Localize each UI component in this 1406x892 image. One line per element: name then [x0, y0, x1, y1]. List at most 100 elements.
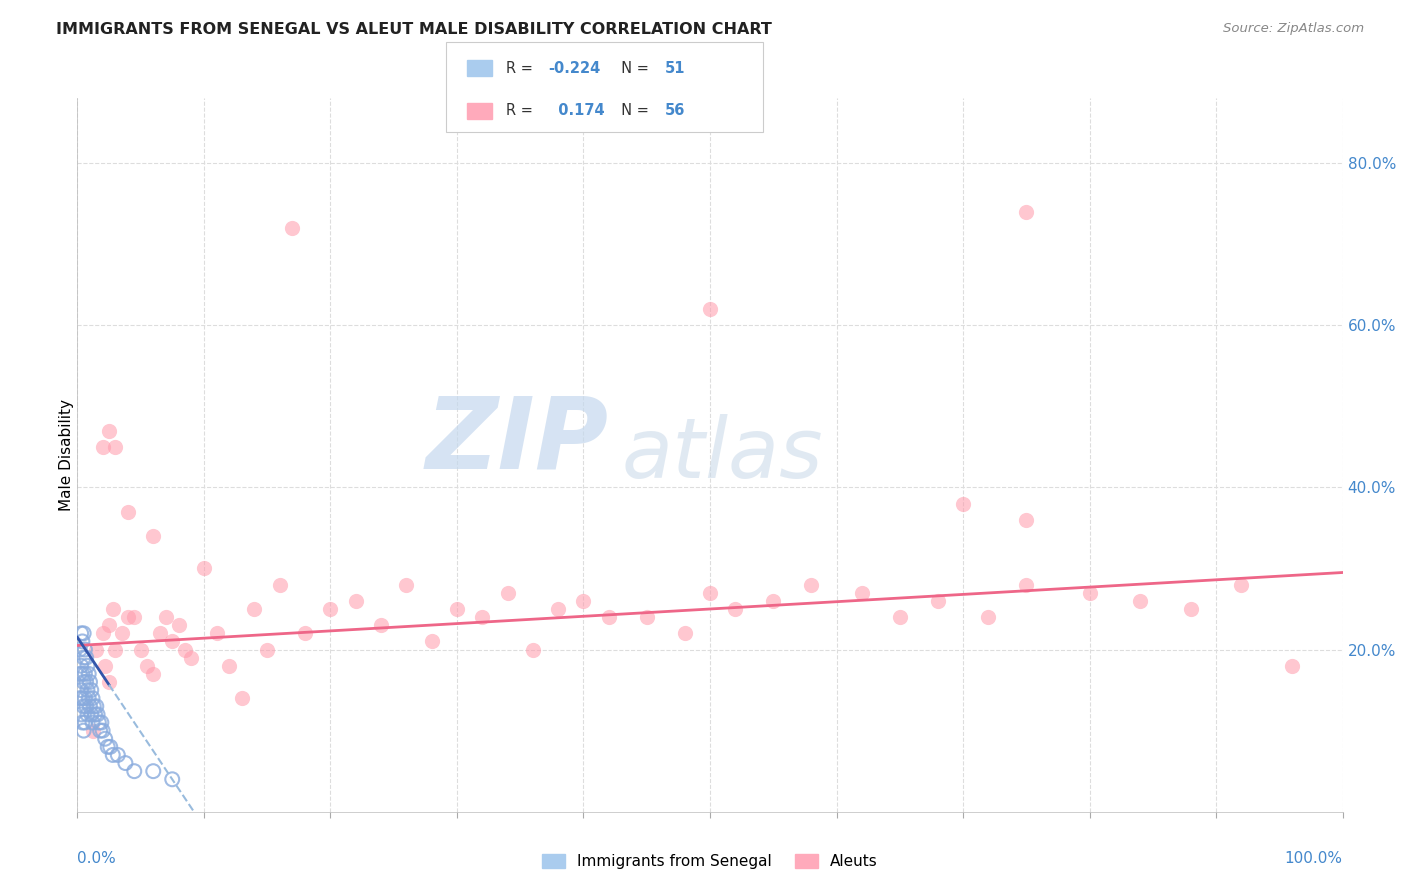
- Point: [76, 658, 98, 673]
- Point: [243, 602, 266, 616]
- Point: [142, 666, 165, 681]
- Point: [73, 666, 96, 681]
- Point: [70, 683, 93, 698]
- Point: [70, 626, 93, 640]
- Point: [117, 610, 139, 624]
- Point: [319, 602, 342, 616]
- Text: atlas: atlas: [621, 415, 823, 495]
- Point: [73, 650, 96, 665]
- Point: [1281, 658, 1303, 673]
- Point: [142, 764, 165, 779]
- Point: [111, 626, 132, 640]
- Point: [107, 747, 129, 762]
- Point: [471, 610, 494, 624]
- Point: [79, 675, 101, 690]
- Point: [80, 683, 103, 698]
- Point: [76, 707, 98, 722]
- Point: [162, 634, 183, 648]
- Text: N =: N =: [612, 103, 654, 119]
- Point: [91, 440, 114, 454]
- Point: [94, 731, 117, 746]
- Point: [193, 561, 215, 575]
- Point: [97, 739, 120, 754]
- Text: Source: ZipAtlas.com: Source: ZipAtlas.com: [1223, 22, 1364, 36]
- Point: [69, 642, 91, 657]
- Point: [91, 723, 114, 738]
- Point: [79, 699, 101, 714]
- Text: ZIP: ZIP: [426, 392, 609, 489]
- Point: [522, 642, 544, 657]
- Point: [83, 699, 105, 714]
- Point: [73, 642, 96, 657]
- Point: [91, 626, 114, 640]
- Point: [800, 577, 823, 591]
- Point: [86, 642, 108, 657]
- Point: [598, 610, 620, 624]
- Point: [370, 618, 392, 632]
- Point: [73, 626, 96, 640]
- Text: IMMIGRANTS FROM SENEGAL VS ALEUT MALE DISABILITY CORRELATION CHART: IMMIGRANTS FROM SENEGAL VS ALEUT MALE DI…: [56, 22, 772, 37]
- Point: [98, 675, 120, 690]
- Text: 100.0%: 100.0%: [1285, 851, 1343, 866]
- Point: [101, 747, 124, 762]
- Point: [69, 691, 91, 706]
- Point: [87, 715, 110, 730]
- Point: [69, 666, 91, 681]
- Point: [75, 650, 97, 665]
- Point: [889, 610, 911, 624]
- Point: [281, 220, 304, 235]
- Point: [1015, 577, 1038, 591]
- Point: [124, 764, 146, 779]
- Point: [673, 626, 696, 640]
- Point: [94, 658, 117, 673]
- Point: [82, 691, 104, 706]
- Point: [80, 707, 103, 722]
- Point: [84, 707, 107, 722]
- Point: [446, 602, 468, 616]
- Point: [572, 594, 595, 608]
- Text: 0.0%: 0.0%: [77, 851, 117, 866]
- Point: [104, 440, 127, 454]
- Point: [155, 610, 177, 624]
- Point: [762, 594, 785, 608]
- Point: [1015, 204, 1038, 219]
- Point: [496, 586, 519, 600]
- Point: [70, 658, 93, 673]
- Point: [104, 642, 127, 657]
- Point: [73, 723, 96, 738]
- Y-axis label: Male Disability: Male Disability: [59, 399, 73, 511]
- Point: [927, 594, 949, 608]
- Point: [1078, 586, 1101, 600]
- Text: 51: 51: [665, 61, 686, 76]
- Point: [77, 691, 100, 706]
- Point: [90, 715, 112, 730]
- Point: [420, 634, 443, 648]
- Point: [77, 666, 100, 681]
- Legend: Immigrants from Senegal, Aleuts: Immigrants from Senegal, Aleuts: [536, 848, 884, 875]
- Point: [75, 699, 97, 714]
- Point: [75, 675, 97, 690]
- Point: [89, 723, 111, 738]
- Point: [162, 772, 183, 787]
- Point: [114, 756, 136, 770]
- Point: [218, 658, 240, 673]
- Point: [167, 618, 190, 632]
- Point: [117, 505, 139, 519]
- Point: [699, 586, 721, 600]
- Point: [129, 642, 152, 657]
- Point: [82, 715, 104, 730]
- Point: [73, 715, 96, 730]
- Point: [174, 642, 197, 657]
- Point: [82, 723, 104, 738]
- Point: [395, 577, 418, 591]
- Point: [636, 610, 658, 624]
- Text: 0.174: 0.174: [548, 103, 605, 119]
- Point: [1015, 513, 1038, 527]
- Point: [851, 586, 873, 600]
- Point: [1180, 602, 1202, 616]
- Point: [98, 424, 120, 438]
- Text: -0.224: -0.224: [548, 61, 600, 76]
- Point: [72, 666, 94, 681]
- Point: [86, 707, 108, 722]
- Point: [72, 715, 94, 730]
